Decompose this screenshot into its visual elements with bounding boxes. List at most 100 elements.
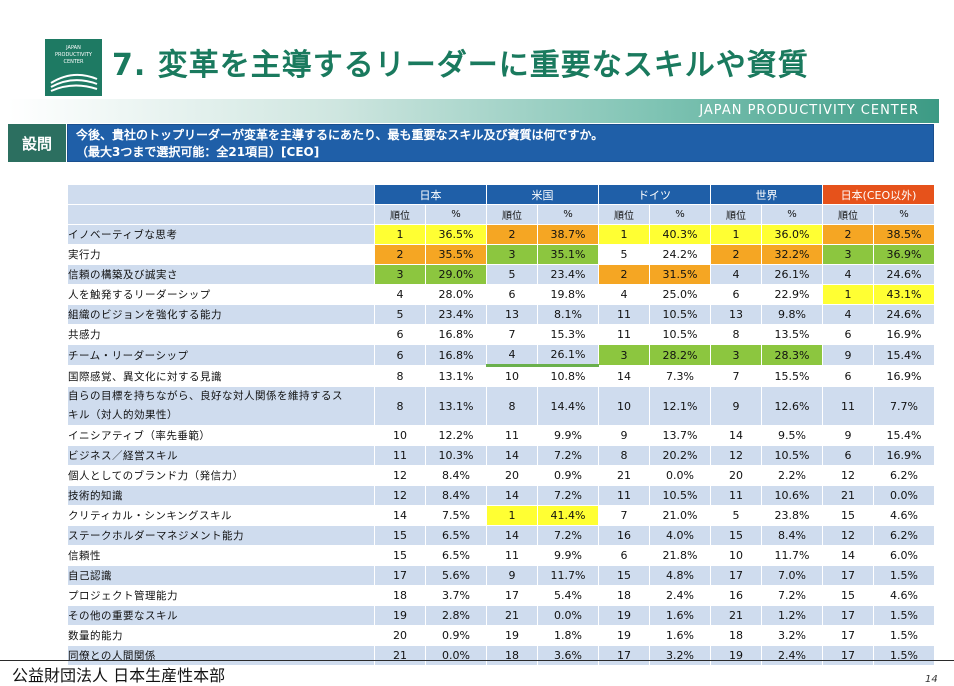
rank-cell: 2 (374, 244, 426, 265)
rank-cell: 11 (822, 386, 874, 426)
percent-cell: 23.4% (425, 304, 487, 325)
percent-cell: 7.0% (761, 565, 823, 586)
percent-cell: 43.1% (873, 284, 935, 305)
rank-cell: 17 (598, 645, 650, 666)
rank-cell: 21 (710, 605, 762, 626)
percent-cell: 7.2% (537, 485, 599, 506)
percent-cell: 1.5% (873, 605, 935, 626)
subheader-rank: 順位 (598, 204, 650, 225)
rank-cell: 7 (598, 505, 650, 526)
rank-cell: 8 (374, 386, 426, 426)
rank-cell: 15 (374, 545, 426, 566)
percent-cell: 2.2% (761, 465, 823, 486)
footer-divider (0, 660, 954, 661)
rank-cell: 18 (486, 645, 538, 666)
rank-cell: 3 (822, 244, 874, 265)
rank-cell: 9 (710, 386, 762, 426)
percent-cell: 1.6% (649, 625, 711, 646)
percent-cell: 6.5% (425, 545, 487, 566)
rank-cell: 3 (598, 344, 650, 366)
rank-cell: 2 (598, 264, 650, 285)
group-header-japan: 日本 (374, 184, 487, 205)
table-row: 国際感覚、異文化に対する見識 8 13.1% 10 10.8% 14 7.3% 7 15.5% 6… (67, 365, 935, 387)
percent-cell: 38.7% (537, 224, 599, 245)
percent-cell: 35.5% (425, 244, 487, 265)
percent-cell: 16.8% (425, 344, 487, 366)
rank-cell: 21 (822, 485, 874, 506)
rank-cell: 15 (598, 565, 650, 586)
rank-cell: 7 (710, 365, 762, 387)
subheader-pct: % (873, 204, 935, 225)
percent-cell: 4.8% (649, 565, 711, 586)
question-label: 設問 (8, 124, 66, 162)
footer-organization: 公益財団法人 日本生産性本部 (12, 666, 226, 685)
row-label-text: 共感力 (68, 329, 101, 341)
table-row: ステークホルダーマネジメント能力 15 6.5% 14 7.2% 16 4.0% 15 8.4%… (67, 525, 935, 546)
rank-cell: 8 (374, 365, 426, 387)
rank-cell: 1 (486, 505, 538, 526)
rank-cell: 17 (486, 585, 538, 606)
row-label-text: チーム・リーダーシップ (68, 349, 189, 362)
logo-text-3: CENTER (63, 59, 84, 65)
rank-cell: 9 (822, 344, 874, 366)
rank-cell: 9 (486, 565, 538, 586)
rank-cell: 12 (822, 465, 874, 486)
subheader-rank: 順位 (710, 204, 762, 225)
percent-cell: 0.9% (425, 625, 487, 646)
rank-cell: 18 (598, 585, 650, 606)
rank-cell: 21 (486, 605, 538, 626)
percent-cell: 26.1% (761, 264, 823, 285)
row-label: 技術的知識 (67, 485, 375, 506)
percent-cell: 2.4% (649, 585, 711, 606)
rank-cell: 12 (710, 445, 762, 466)
rank-cell: 17 (710, 565, 762, 586)
percent-cell: 3.7% (425, 585, 487, 606)
rank-cell: 6 (598, 545, 650, 566)
rank-cell: 20 (374, 625, 426, 646)
rank-cell: 16 (598, 525, 650, 546)
percent-cell: 9.9% (537, 425, 599, 446)
percent-cell: 41.4% (537, 505, 599, 526)
rank-cell: 15 (822, 505, 874, 526)
row-label-text: クリティカル・シンキングスキル (68, 510, 233, 522)
group-header-japan-non-ceo: 日本(CEO以外) (822, 184, 935, 205)
row-label-text: 信頼の構築及び誠実さ (68, 269, 178, 281)
percent-cell: 19.8% (537, 284, 599, 305)
table-row: イニシアティブ（率先垂範） 10 12.2% 11 9.9% 9 13.7% 14 9.5% 9 1… (67, 425, 935, 446)
rank-cell: 11 (598, 304, 650, 325)
group-header-germany: ドイツ (598, 184, 711, 205)
percent-cell: 1.6% (649, 605, 711, 626)
percent-cell: 24.2% (649, 244, 711, 265)
row-label: ステークホルダーマネジメント能力 (67, 525, 375, 546)
rank-cell: 6 (374, 324, 426, 345)
row-label-text: 数量的能力 (68, 630, 123, 642)
rank-cell: 6 (822, 324, 874, 345)
row-label: 信頼の構築及び誠実さ (67, 264, 375, 285)
logo-text-2: PRODUCTIVITY (55, 52, 92, 58)
percent-cell: 3.2% (761, 625, 823, 646)
rank-cell: 2 (710, 244, 762, 265)
percent-cell: 12.6% (761, 386, 823, 426)
percent-cell: 25.0% (649, 284, 711, 305)
row-label: イニシアティブ（率先垂範） (67, 425, 375, 446)
percent-cell: 22.9% (761, 284, 823, 305)
rank-cell: 8 (710, 324, 762, 345)
rank-cell: 5 (598, 244, 650, 265)
table-row: クリティカル・シンキングスキル 14 7.5% 1 41.4% 7 21.0% 5 23.8% 1… (67, 505, 935, 526)
rank-cell: 8 (598, 445, 650, 466)
table-row: 技術的知識 12 8.4% 14 7.2% 11 10.5% 11 10.6% 21 0.0% (67, 485, 935, 506)
percent-cell: 4.6% (873, 505, 935, 526)
row-label-text: 個人としてのブランド力（発信力） (68, 470, 244, 482)
header-band: JAPAN PRODUCTIVITY CENTER (8, 99, 939, 123)
percent-cell: 10.5% (649, 304, 711, 325)
rank-cell: 9 (598, 425, 650, 446)
percent-cell: 8.4% (425, 485, 487, 506)
rank-cell: 4 (822, 304, 874, 325)
rank-cell: 15 (710, 525, 762, 546)
percent-cell: 3.2% (649, 645, 711, 666)
rank-cell: 17 (822, 645, 874, 666)
rank-cell: 4 (374, 284, 426, 305)
percent-cell: 1.5% (873, 565, 935, 586)
rank-cell: 18 (710, 625, 762, 646)
row-label: 自己認識 (67, 565, 375, 586)
